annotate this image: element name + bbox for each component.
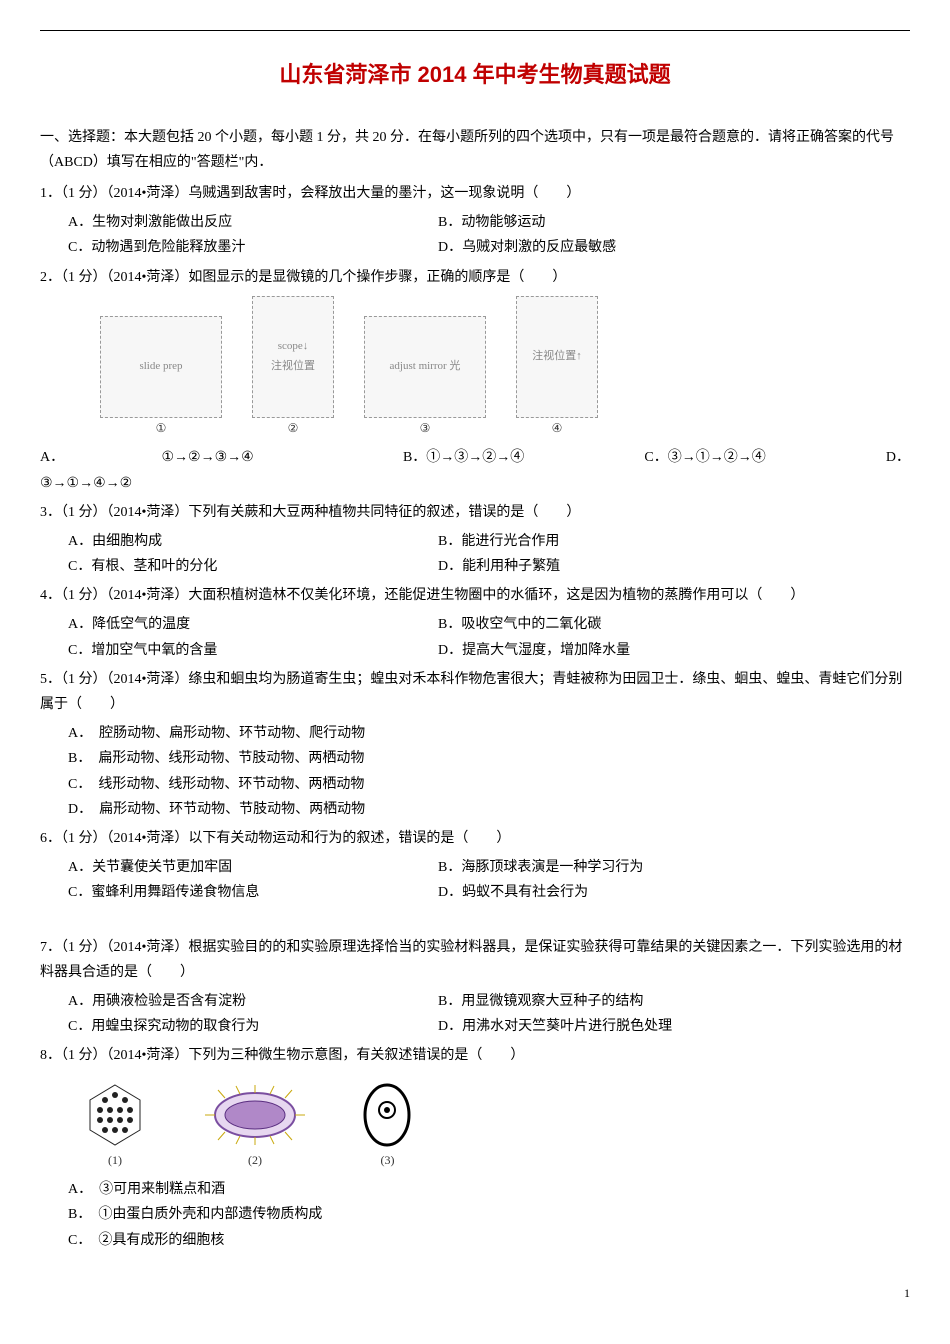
q1-opt-c: C．动物遇到危险能释放墨汁 xyxy=(68,235,438,260)
microscope-step2-image: scope↓注视位置 xyxy=(252,296,334,418)
q8-fig-2: (2) xyxy=(200,1080,310,1172)
q2-options: A． ①→②→③→④ B．①→③→②→④ C．③→①→②→④ D． xyxy=(40,445,910,470)
q2-fig-3: adjust mirror 光 ③ xyxy=(364,316,486,440)
q8-fig3-label: (3) xyxy=(381,1150,395,1172)
q2-opt-a-label: A． xyxy=(40,445,100,470)
q8-opt-c: C． ②具有成形的细胞核 xyxy=(68,1228,910,1253)
q1-opt-b: B．动物能够运动 xyxy=(438,210,808,235)
q2-fig-4: 注视位置↑ ④ xyxy=(516,296,598,440)
q3-opt-d: D．能利用种子繁殖 xyxy=(438,554,808,579)
q2-fig4-label: ④ xyxy=(552,418,563,440)
q7-options: A．用碘液检验是否含有淀粉 B．用显微镜观察大豆种子的结构 C．用蝗虫探究动物的… xyxy=(68,989,910,1039)
q2-fig-2: scope↓注视位置 ② xyxy=(252,296,334,440)
q8-fig1-label: (1) xyxy=(108,1150,122,1172)
q7-opt-d: D．用沸水对天竺葵叶片进行脱色处理 xyxy=(438,1014,808,1039)
q2-fig2-label: ② xyxy=(288,418,299,440)
q3-opt-c: C．有根、茎和叶的分化 xyxy=(68,554,438,579)
q8-fig-3: (3) xyxy=(360,1075,415,1172)
q8-fig-1: (1) xyxy=(80,1080,150,1172)
q7-opt-c: C．用蝗虫探究动物的取食行为 xyxy=(68,1014,438,1039)
q5-opt-b: B． 扁形动物、线形动物、节肢动物、两栖动物 xyxy=(68,746,910,771)
q3-opt-b: B．能进行光合作用 xyxy=(438,529,808,554)
q2-opt-a: ①→②→③→④ xyxy=(161,445,341,470)
section-1-heading: 一、选择题：本大题包括 20 个小题，每小题 1 分，共 20 分．在每小题所列… xyxy=(40,125,910,175)
microscope-step1-image: slide prep xyxy=(100,316,222,418)
q4-options: A．降低空气的温度 B．吸收空气中的二氧化碳 C．增加空气中氧的含量 D．提高大… xyxy=(68,612,910,662)
virus-icon xyxy=(80,1080,150,1150)
microscope-step4-image: 注视位置↑ xyxy=(516,296,598,418)
q8-figure-row: (1) (2) (3) xyxy=(80,1075,910,1172)
q2-opt-d-prefix: D． xyxy=(886,445,910,470)
q2-fig1-label: ① xyxy=(156,418,167,440)
q8-opt-b: B． ①由蛋白质外壳和内部遗传物质构成 xyxy=(68,1202,910,1227)
q2-opt-d: ③→①→④→② xyxy=(40,471,910,496)
q6-opt-b: B．海豚顶球表演是一种学习行为 xyxy=(438,855,808,880)
q7-opt-a: A．用碘液检验是否含有淀粉 xyxy=(68,989,438,1014)
q2-figure-row: slide prep ① scope↓注视位置 ② adjust mirror … xyxy=(100,296,910,440)
q7-stem: 7．（1 分）（2014•菏泽）根据实验目的的和实验原理选择恰当的实验材料器具，… xyxy=(40,935,910,985)
header-rule xyxy=(40,30,910,31)
page-number: 1 xyxy=(40,1283,910,1305)
q8-options: A． ③可用来制糕点和酒 B． ①由蛋白质外壳和内部遗传物质构成 C． ②具有成… xyxy=(68,1177,910,1253)
q1-options: A．生物对刺激能做出反应 B．动物能够运动 C．动物遇到危险能释放墨汁 D．乌贼… xyxy=(68,210,910,260)
exam-title: 山东省菏泽市 2014 年中考生物真题试题 xyxy=(40,55,910,95)
q6-opt-c: C．蜜蜂利用舞蹈传递食物信息 xyxy=(68,880,438,905)
q2-fig-1: slide prep ① xyxy=(100,316,222,440)
q1-stem: 1．（1 分）（2014•菏泽）乌贼遇到敌害时，会释放出大量的墨汁，这一现象说明… xyxy=(40,181,910,206)
q5-stem: 5．（1 分）（2014•菏泽）绦虫和蛔虫均为肠道寄生虫；蝗虫对禾本科作物危害很… xyxy=(40,667,910,717)
q3-options: A．由细胞构成 B．能进行光合作用 C．有根、茎和叶的分化 D．能利用种子繁殖 xyxy=(68,529,910,579)
q5-opt-a: A． 腔肠动物、扁形动物、环节动物、爬行动物 xyxy=(68,721,910,746)
q5-options: A． 腔肠动物、扁形动物、环节动物、爬行动物 B． 扁形动物、线形动物、节肢动物… xyxy=(68,721,910,822)
q8-stem: 8．（1 分）（2014•菏泽）下列为三种微生物示意图，有关叙述错误的是（ ） xyxy=(40,1043,910,1068)
q6-stem: 6．（1 分）（2014•菏泽）以下有关动物运动和行为的叙述，错误的是（ ） xyxy=(40,826,910,851)
q6-opt-a: A．关节囊使关节更加牢固 xyxy=(68,855,438,880)
q5-opt-d: D． 扁形动物、环节动物、节肢动物、两栖动物 xyxy=(68,797,910,822)
bacterium-icon xyxy=(200,1080,310,1150)
q4-opt-b: B．吸收空气中的二氧化碳 xyxy=(438,612,808,637)
q7-opt-b: B．用显微镜观察大豆种子的结构 xyxy=(438,989,808,1014)
q6-opt-d: D．蚂蚁不具有社会行为 xyxy=(438,880,808,905)
q8-opt-a: A． ③可用来制糕点和酒 xyxy=(68,1177,910,1202)
q1-opt-a: A．生物对刺激能做出反应 xyxy=(68,210,438,235)
q4-stem: 4．（1 分）（2014•菏泽）大面积植树造林不仅美化环境，还能促进生物圈中的水… xyxy=(40,583,910,608)
q8-fig2-label: (2) xyxy=(248,1150,262,1172)
q2-opt-c: C．③→①→②→④ xyxy=(644,445,824,470)
q2-fig3-label: ③ xyxy=(420,418,431,440)
q5-opt-c: C． 线形动物、线形动物、环节动物、两栖动物 xyxy=(68,772,910,797)
microscope-step3-image: adjust mirror 光 xyxy=(364,316,486,418)
q2-stem: 2．（1 分）（2014•菏泽）如图显示的是显微镜的几个操作步骤，正确的顺序是（… xyxy=(40,265,910,290)
q2-opt-b: B．①→③→②→④ xyxy=(403,445,583,470)
q3-stem: 3．（1 分）（2014•菏泽）下列有关蕨和大豆两种植物共同特征的叙述，错误的是… xyxy=(40,500,910,525)
q6-options: A．关节囊使关节更加牢固 B．海豚顶球表演是一种学习行为 C．蜜蜂利用舞蹈传递食… xyxy=(68,855,910,905)
q4-opt-a: A．降低空气的温度 xyxy=(68,612,438,637)
q4-opt-c: C．增加空气中氧的含量 xyxy=(68,638,438,663)
q4-opt-d: D．提高大气湿度，增加降水量 xyxy=(438,638,808,663)
yeast-icon xyxy=(360,1075,415,1150)
q1-opt-d: D．乌贼对刺激的反应最敏感 xyxy=(438,235,808,260)
q3-opt-a: A．由细胞构成 xyxy=(68,529,438,554)
